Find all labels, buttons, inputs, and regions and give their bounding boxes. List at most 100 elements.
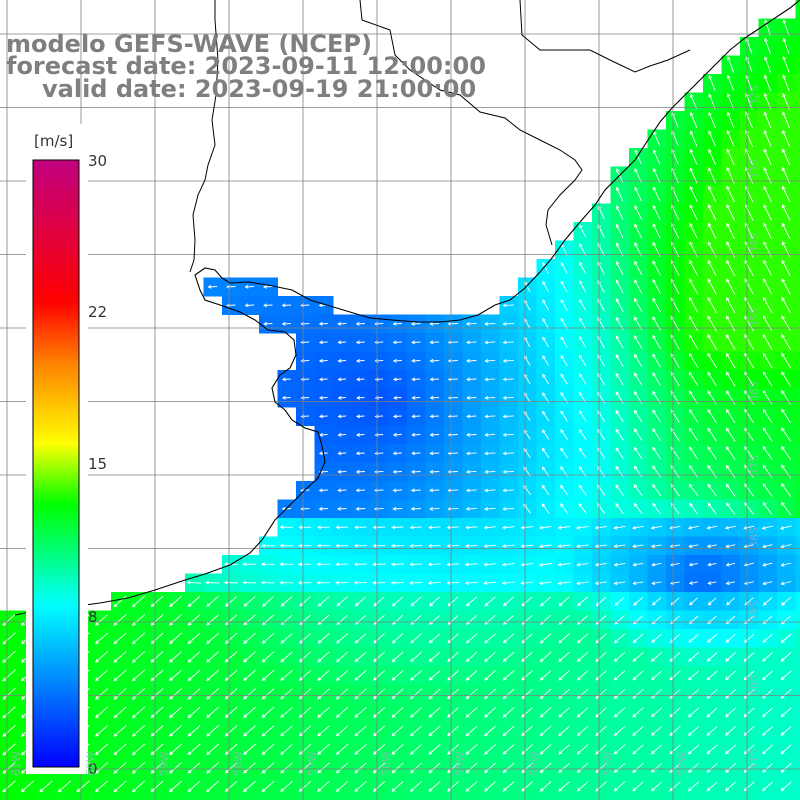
wind-arrow (781, 445, 792, 461)
wind-arrow (447, 488, 459, 493)
wind-arrow (354, 743, 367, 755)
wind-arrow (484, 651, 496, 663)
wind-arrow (726, 111, 735, 129)
wind-arrow (779, 525, 792, 530)
wind-arrow (392, 377, 402, 382)
wind-arrow (706, 670, 718, 681)
wind-arrow (762, 689, 773, 699)
wind-arrow (318, 506, 329, 511)
wind-arrow (447, 469, 458, 474)
wind-arrow (502, 707, 515, 718)
wind-arrow (409, 688, 423, 700)
wind-arrow (725, 333, 736, 350)
wind-cell (129, 795, 149, 800)
wind-arrow (594, 525, 607, 530)
wind-arrow (353, 562, 367, 567)
wind-arrow (541, 503, 550, 514)
wind-arrow (465, 596, 478, 607)
wind-arrow (484, 707, 496, 718)
wind-arrow (542, 355, 550, 366)
wind-arrow (615, 205, 624, 220)
wind-arrow (613, 688, 626, 699)
wind-arrow (206, 762, 219, 774)
wind-arrow (390, 544, 404, 548)
wind-arrow (243, 762, 256, 774)
wind-arrow (447, 596, 459, 607)
wind-arrow (560, 354, 568, 367)
wind-arrow (652, 278, 661, 295)
wind-arrow (594, 562, 607, 567)
wind-arrow (613, 707, 626, 718)
wind-arrow (318, 488, 328, 493)
wind-arrow (465, 322, 477, 326)
wind-arrow (337, 488, 347, 493)
colorbar-tick-0: 0 (88, 760, 98, 778)
wind-arrow (261, 669, 275, 682)
lat-label: 34S (748, 233, 761, 254)
wind-arrow (560, 484, 569, 496)
wind-cell (647, 795, 667, 800)
wind-arrow (411, 395, 421, 400)
wind-arrow (280, 614, 293, 626)
wind-arrow (427, 581, 441, 585)
wind-arrow (169, 780, 182, 793)
wind-cell (795, 277, 800, 297)
wind-arrow (409, 743, 423, 755)
wind-arrow (466, 395, 477, 400)
wind-arrow (781, 185, 791, 203)
wind-arrow (187, 614, 201, 626)
wind-arrow (429, 414, 440, 419)
wind-arrow (688, 408, 699, 424)
wind-arrow (373, 596, 385, 607)
wind-arrow (669, 781, 681, 792)
wind-arrow (558, 633, 570, 644)
wind-arrow (613, 651, 626, 662)
wind-arrow (557, 581, 571, 586)
wind-cell (111, 795, 130, 800)
wind-arrow (560, 410, 568, 422)
wind-arrow (447, 781, 459, 792)
wind-arrow (688, 446, 699, 460)
wind-arrow (650, 707, 663, 718)
wind-arrow (150, 651, 164, 663)
wind-arrow (707, 222, 717, 240)
wind-cell (795, 740, 800, 759)
wind-arrow (560, 299, 568, 311)
wind-cell (370, 795, 389, 800)
wind-arrow (298, 688, 312, 700)
wind-arrow (542, 336, 549, 348)
wind-arrow (206, 743, 219, 756)
wind-arrow (261, 688, 275, 700)
wind-arrow (465, 544, 478, 548)
wind-arrow (707, 408, 717, 424)
wind-arrow (743, 725, 755, 736)
wind-arrow (428, 725, 441, 737)
wind-arrow (539, 707, 552, 718)
wind-arrow (390, 581, 404, 585)
wind-arrow (558, 596, 570, 607)
wind-arrow (650, 544, 662, 549)
wind-arrow (688, 781, 700, 792)
wind-arrow (2, 724, 16, 737)
wind-cell (795, 129, 800, 149)
wind-arrow (538, 562, 552, 567)
wind-arrow (337, 377, 347, 382)
wind-arrow (483, 525, 496, 530)
wind-arrow (538, 544, 552, 549)
lat-label: 40S (748, 675, 761, 696)
wind-arrow (113, 743, 127, 756)
wind-arrow (650, 762, 663, 773)
wind-arrow (595, 707, 607, 718)
forecast-date: forecast date: 2023-09-11 12:00:00 (6, 52, 486, 80)
wind-arrow (781, 278, 791, 295)
wind-arrow (263, 321, 273, 326)
wind-arrow (634, 186, 642, 202)
wind-arrow (669, 707, 681, 718)
wind-arrow (613, 762, 626, 773)
wind-arrow (560, 373, 568, 385)
wind-arrow (688, 483, 699, 497)
wind-arrow (502, 433, 514, 437)
wind-arrow (131, 669, 146, 682)
wind-arrow (558, 762, 570, 774)
wind-arrow (465, 670, 478, 681)
